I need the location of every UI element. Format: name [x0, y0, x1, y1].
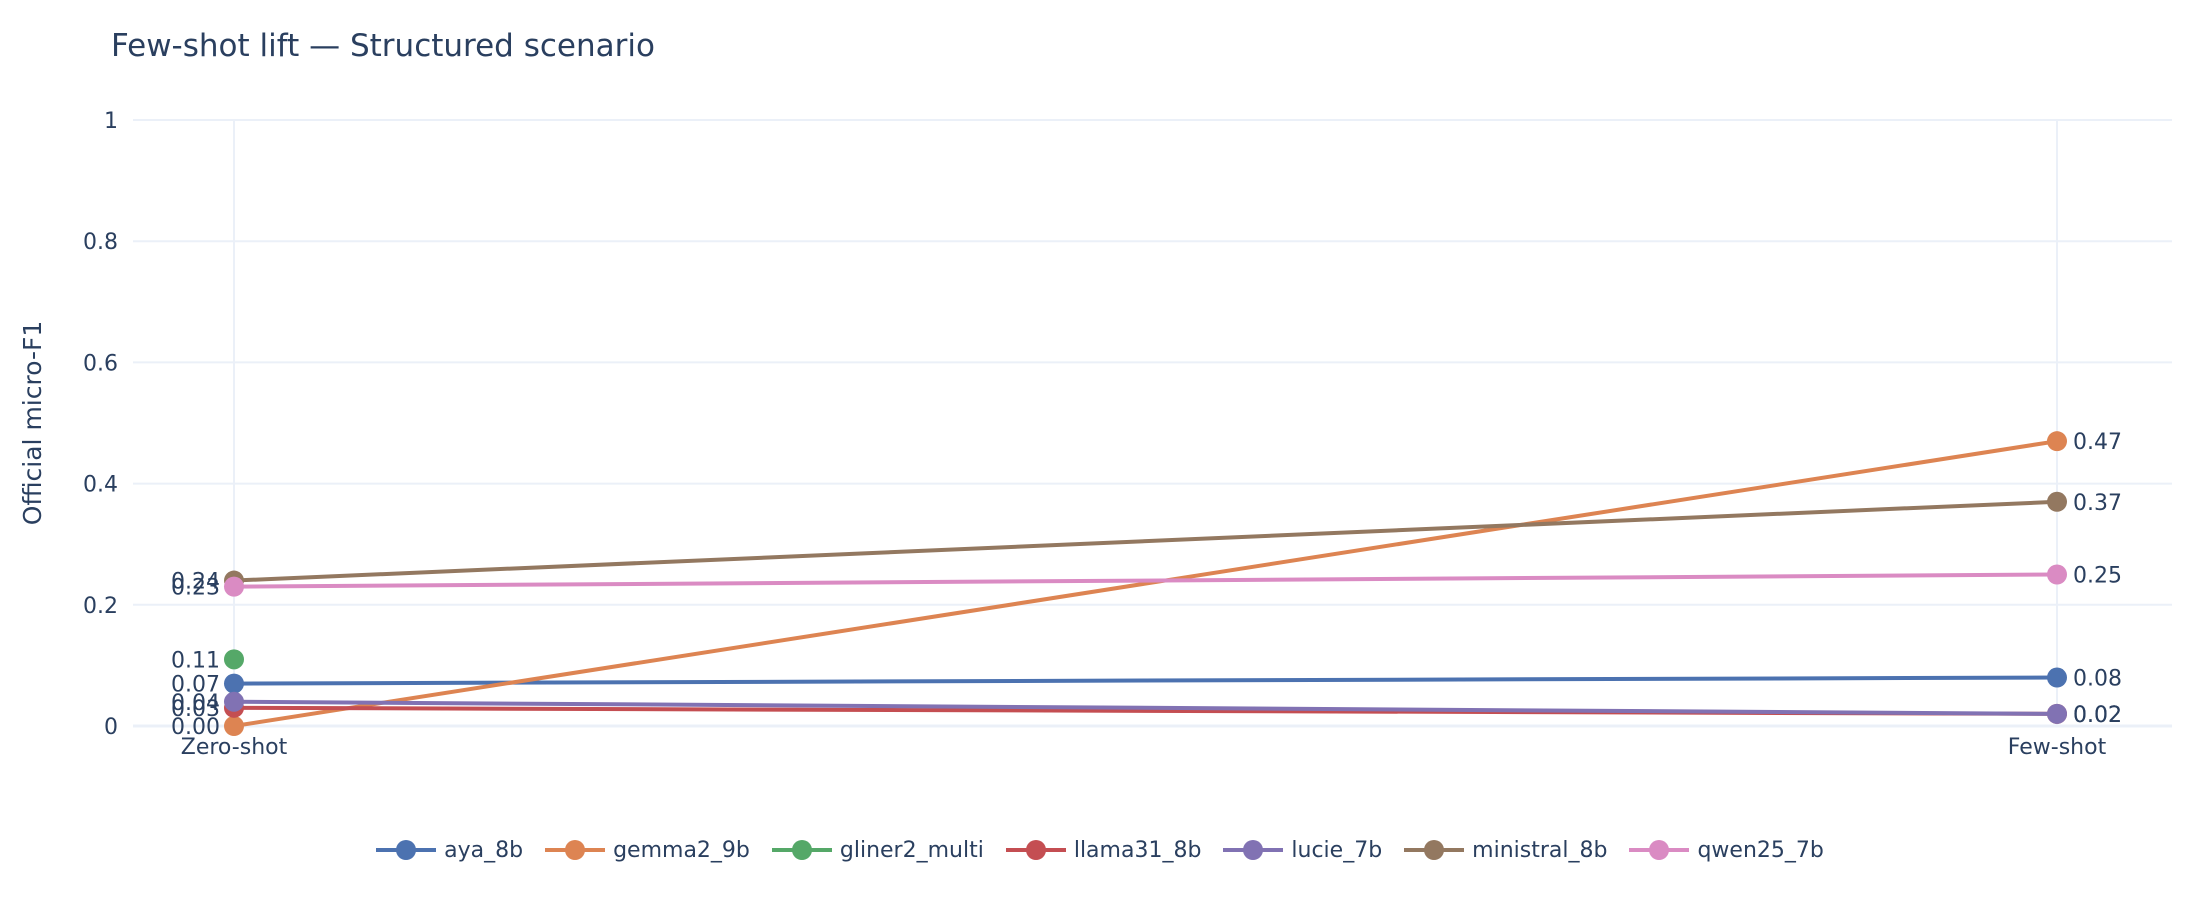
legend-item-lucie_7b[interactable]: lucie_7b	[1223, 838, 1382, 863]
legend-label: gliner2_multi	[839, 837, 984, 863]
series-aya_8b[interactable]	[224, 667, 2067, 694]
series-gemma2_9b[interactable]	[224, 431, 2067, 736]
data-label: 0.04	[171, 691, 220, 716]
y-tick-label: 0	[104, 715, 118, 740]
data-label: 0.11	[171, 648, 220, 673]
series-line	[233, 499, 2058, 583]
data-point-marker[interactable]	[2047, 703, 2067, 724]
series-line	[233, 439, 2058, 728]
series-line	[233, 572, 2058, 589]
x-axis: Zero-shot Few-shot	[181, 735, 2107, 760]
y-axis-title: Official micro-F1	[18, 321, 47, 526]
data-label: 0.07	[171, 673, 220, 698]
y-tick-label: 0.8	[83, 230, 118, 255]
data-label: 0.23	[171, 576, 220, 601]
legend-marker-icon	[1005, 839, 1066, 861]
data-label: 0.24	[171, 570, 220, 595]
series-line	[233, 699, 2058, 716]
data-label: 0.25	[2073, 564, 2122, 589]
legend-label: ministral_8b	[1472, 837, 1608, 863]
data-point-marker[interactable]	[224, 649, 244, 670]
legend-marker-icon	[1404, 839, 1465, 861]
series-lines	[224, 431, 2067, 736]
legend-marker-icon	[771, 839, 832, 861]
legend-label: lucie_7b	[1291, 837, 1383, 863]
series-qwen25_7b[interactable]	[224, 564, 2067, 597]
series-lucie_7b[interactable]	[224, 691, 2067, 724]
data-point-marker[interactable]	[2047, 431, 2067, 452]
data-point-marker[interactable]	[224, 716, 244, 736]
data-point-marker[interactable]	[2047, 564, 2067, 585]
data-labels: 0.07 0.080.000.470.110.03 0.020.04 0.020.24…	[171, 430, 2122, 740]
legend-marker-icon	[376, 839, 437, 861]
x-tick-label: Few-shot	[2008, 735, 2107, 760]
data-label: 0.02	[2073, 703, 2122, 728]
x-tick-label: Zero-shot	[181, 735, 288, 760]
legend: aya_8b gemma2_9b gliner2_multi llama31_8b lu…	[0, 833, 2200, 867]
series-gliner2_multi[interactable]	[224, 649, 244, 670]
y-tick-label: 0.2	[83, 594, 118, 619]
data-label: 0.03	[171, 697, 220, 722]
data-point-marker[interactable]	[224, 691, 244, 712]
data-point-marker[interactable]	[2047, 491, 2067, 512]
y-tick-label: 0.6	[83, 351, 118, 376]
data-label: 0.00	[171, 715, 220, 740]
legend-marker-icon	[545, 839, 606, 861]
legend-marker-icon	[1629, 839, 1690, 861]
legend-item-qwen25_7b[interactable]: qwen25_7b	[1629, 837, 1824, 863]
legend-marker-icon	[1223, 839, 1284, 861]
legend-label: llama31_8b	[1073, 837, 1202, 863]
legend-item-llama31_8b[interactable]: llama31_8b	[1005, 837, 1202, 863]
legend-item-aya_8b[interactable]: aya_8b	[376, 838, 523, 863]
data-label: 0.02	[2073, 703, 2122, 728]
data-label: 0.08	[2073, 667, 2122, 692]
legend-label: qwen25_7b	[1697, 837, 1824, 863]
legend-item-gemma2_9b[interactable]: gemma2_9b	[545, 838, 750, 863]
data-point-marker[interactable]	[2047, 667, 2067, 688]
data-point-marker[interactable]	[224, 576, 244, 597]
legend-item-gliner2_multi[interactable]: gliner2_multi	[771, 837, 984, 863]
data-point-marker[interactable]	[224, 673, 244, 694]
legend-label: gemma2_9b	[613, 837, 750, 863]
data-label: 0.37	[2073, 491, 2122, 516]
y-axis: 0 0.2 0.4 0.6 0.8 1	[83, 109, 118, 740]
legend-item-ministral_8b[interactable]: ministral_8b	[1404, 838, 1607, 863]
y-tick-label: 0.4	[83, 473, 118, 498]
y-tick-label: 1	[104, 109, 118, 134]
series-line	[233, 675, 2058, 686]
legend-label: aya_8b	[444, 837, 524, 863]
chart-title: Few-shot lift — Structured scenario	[111, 28, 655, 64]
data-label: 0.47	[2073, 430, 2122, 455]
gridlines	[133, 119, 2172, 728]
